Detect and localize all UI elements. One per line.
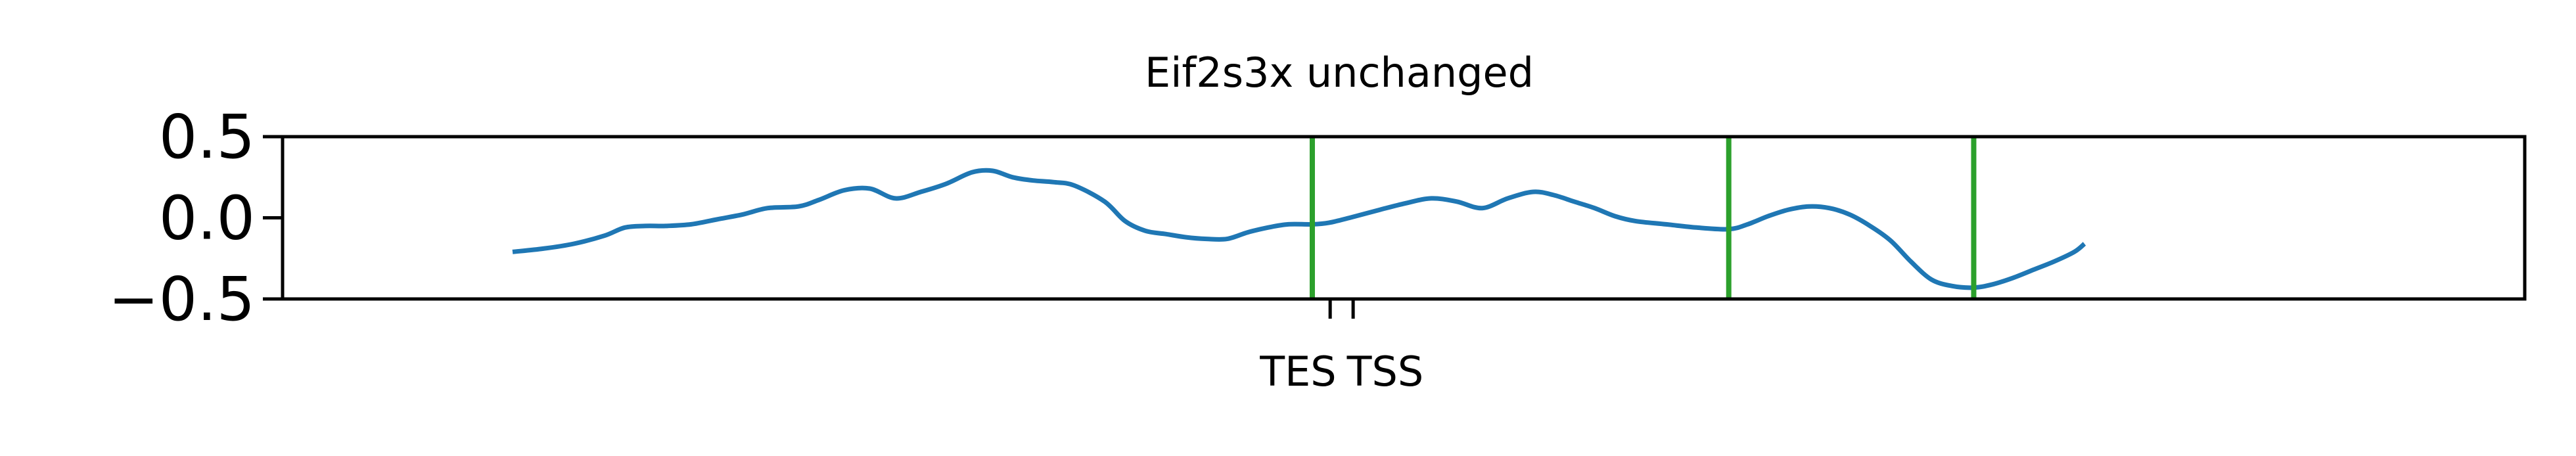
chart-title: Eif2s3x unchanged (1145, 49, 1534, 97)
ytick-label-1: 0.0 (159, 183, 255, 254)
xtick-label-0: TES (1259, 348, 1336, 396)
ytick-label-2: −0.5 (108, 264, 255, 334)
plot-area (281, 135, 2527, 301)
y-axis: 0.5 0.0 −0.5 (108, 102, 283, 334)
series-line-0 (512, 168, 2086, 290)
xtick-label-1: TSS (1346, 348, 1424, 396)
axes-frame (281, 135, 2527, 301)
ytick-label-0: 0.5 (159, 102, 255, 172)
x-axis: TES TSS (1259, 299, 1423, 396)
